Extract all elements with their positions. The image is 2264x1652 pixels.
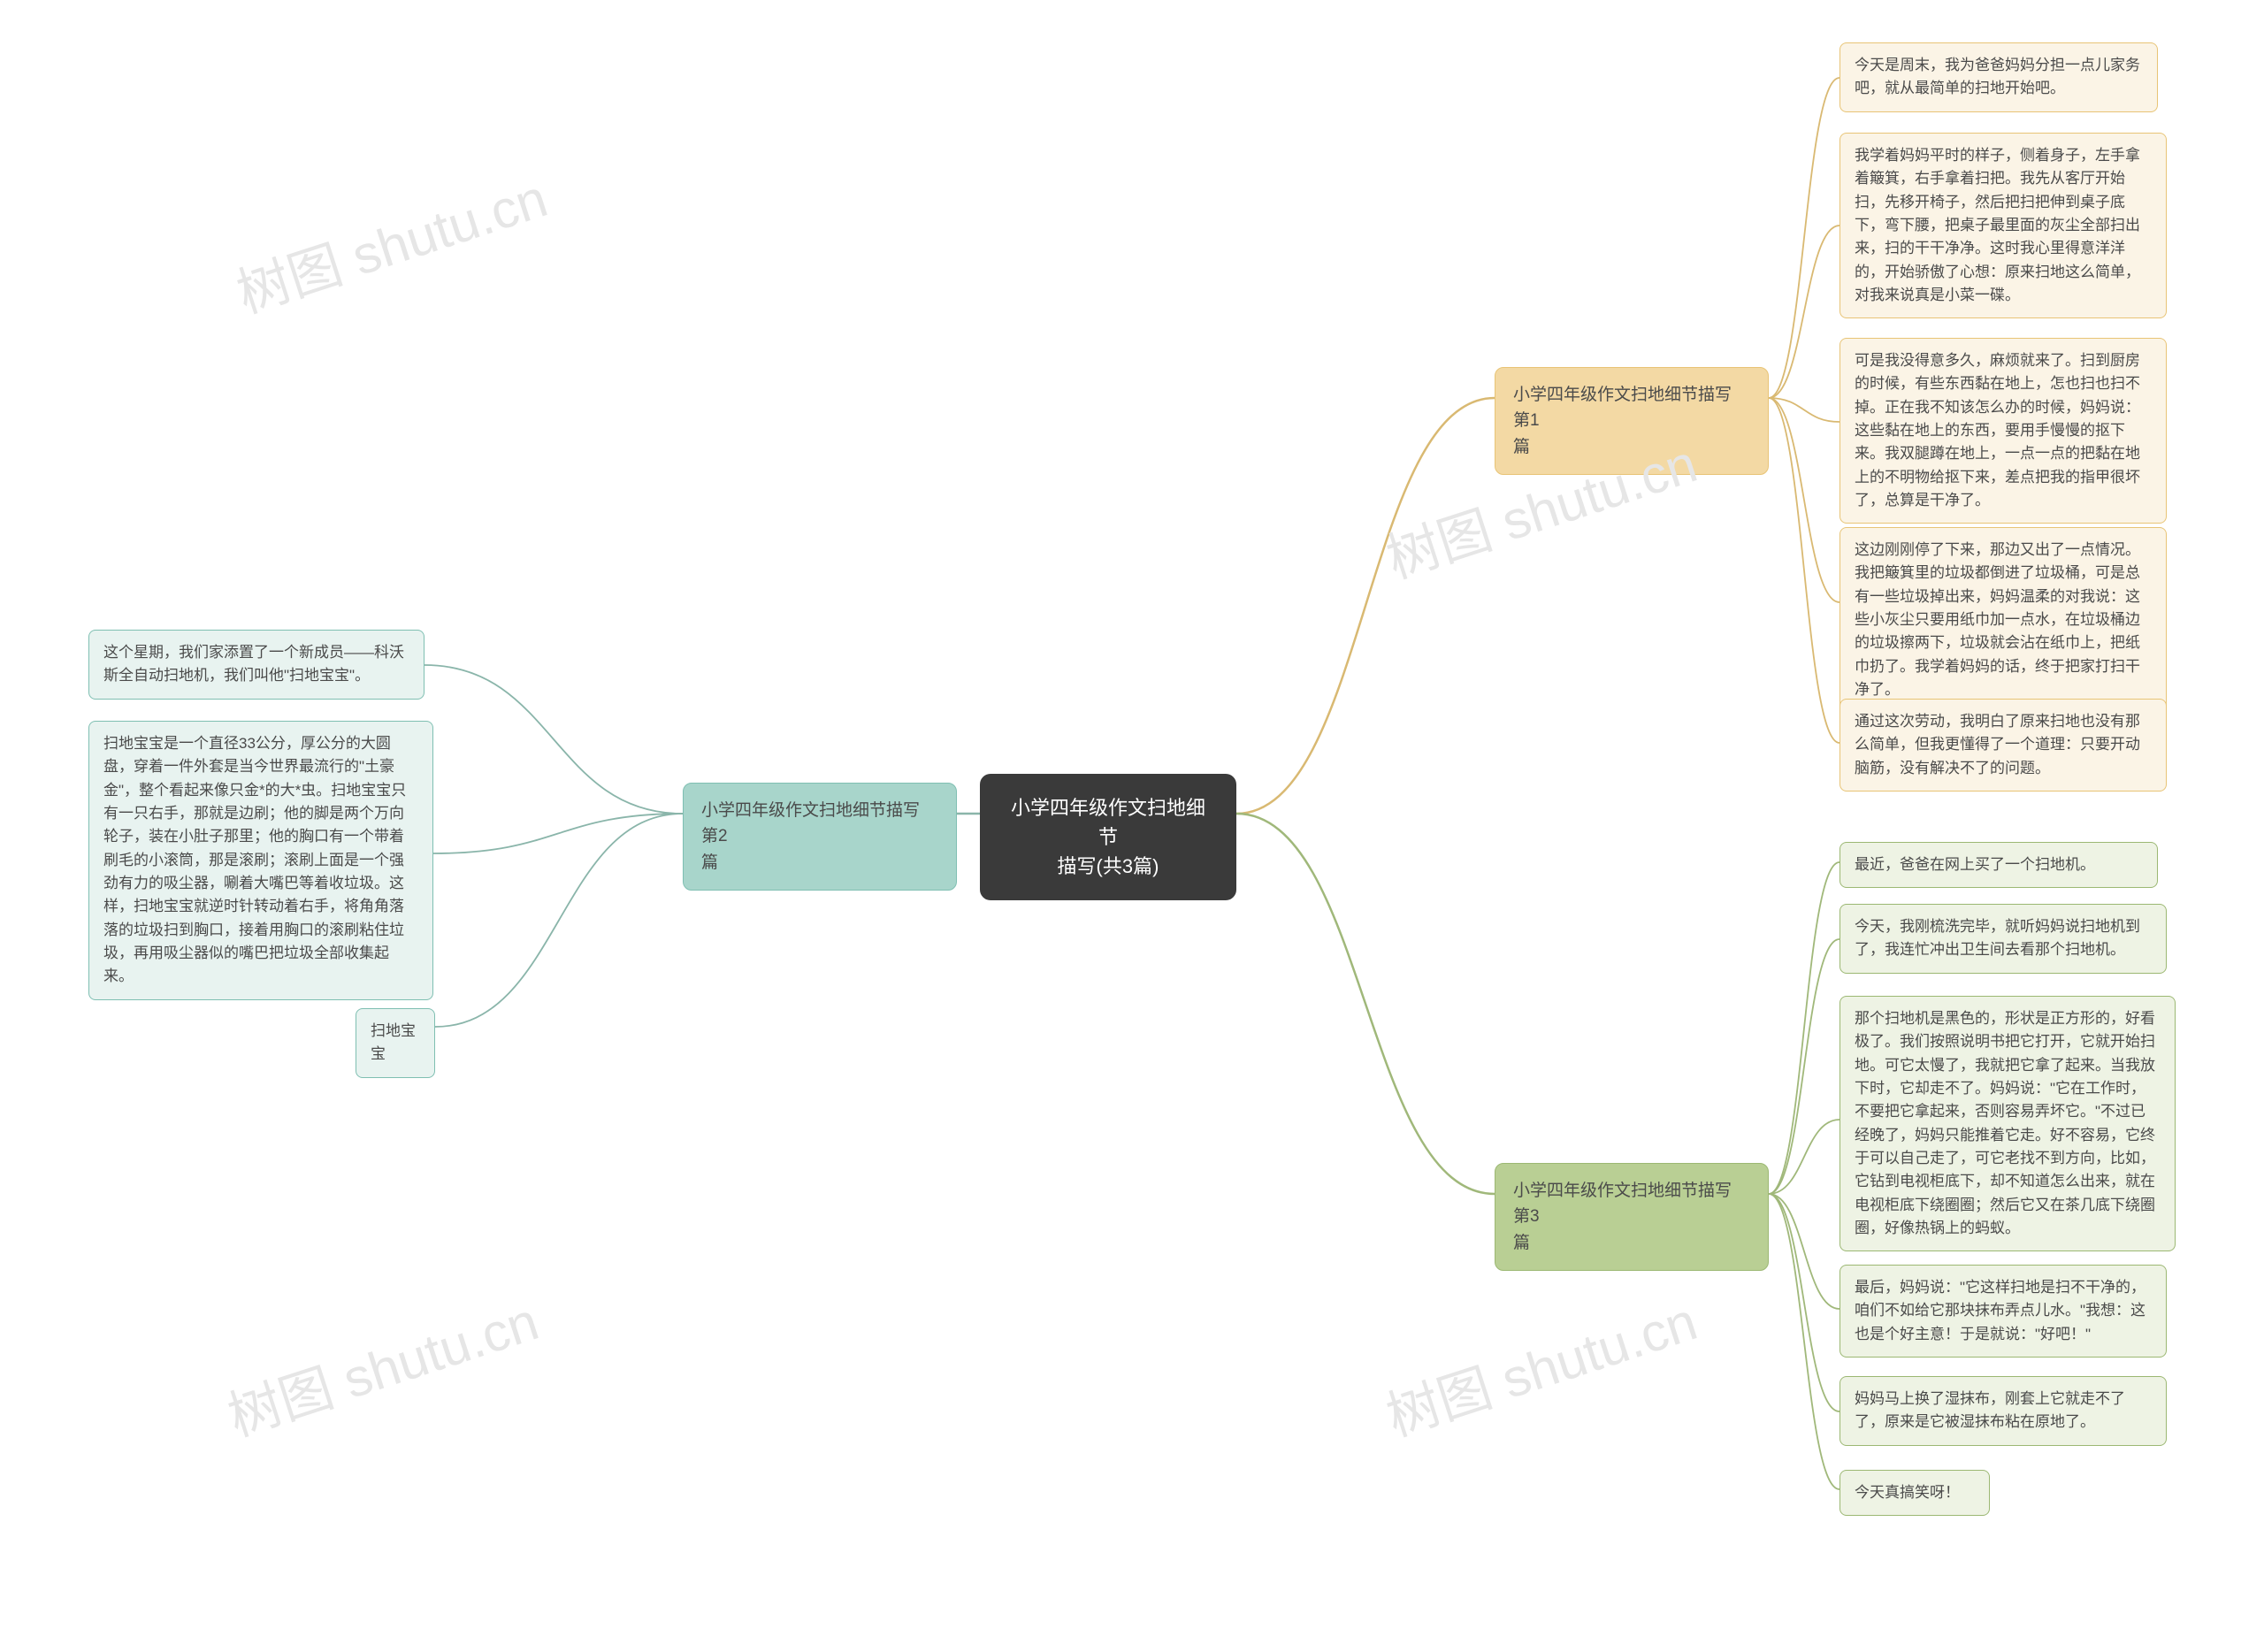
leaf-node-b3-5[interactable]: 今天真搞笑呀！	[1840, 1470, 1990, 1516]
leaf-node-b3-4[interactable]: 妈妈马上换了湿抹布，刚套上它就走不了了，原来是它被湿抹布粘在原地了。	[1840, 1376, 2167, 1446]
leaf-node-b2-1[interactable]: 扫地宝宝是一个直径33公分，厚公分的大圆盘，穿着一件外套是当今世界最流行的"土豪…	[88, 721, 433, 1000]
leaf-node-b3-1[interactable]: 今天，我刚梳洗完毕，就听妈妈说扫地机到了，我连忙冲出卫生间去看那个扫地机。	[1840, 904, 2167, 974]
leaf-node-b1-0[interactable]: 今天是周末，我为爸爸妈妈分担一点儿家务吧，就从最简单的扫地开始吧。	[1840, 42, 2158, 112]
leaf-node-b1-4[interactable]: 通过这次劳动，我明白了原来扫地也没有那么简单，但我更懂得了一个道理：只要开动脑筋…	[1840, 699, 2167, 792]
watermark: 树图 shutu.cn	[1375, 1279, 1705, 1451]
leaf-node-b3-3[interactable]: 最后，妈妈说："它这样扫地是扫不干净的，咱们不如给它那块抹布弄点儿水。"我想：这…	[1840, 1265, 2167, 1358]
watermark: 树图 shutu.cn	[217, 1279, 547, 1451]
branch-node-b3[interactable]: 小学四年级作文扫地细节描写 第3 篇	[1495, 1163, 1769, 1271]
leaf-node-b3-2[interactable]: 那个扫地机是黑色的，形状是正方形的，好看极了。我们按照说明书把它打开，它就开始扫…	[1840, 996, 2176, 1251]
leaf-node-b1-1[interactable]: 我学着妈妈平时的样子，侧着身子，左手拿着簸箕，右手拿着扫把。我先从客厅开始扫，先…	[1840, 133, 2167, 318]
root-node[interactable]: 小学四年级作文扫地细节 描写(共3篇)	[980, 774, 1236, 900]
leaf-node-b2-2[interactable]: 扫地宝宝	[356, 1008, 435, 1078]
watermark: 树图 shutu.cn	[226, 156, 555, 328]
leaf-node-b3-0[interactable]: 最近，爸爸在网上买了一个扫地机。	[1840, 842, 2158, 888]
branch-node-b2[interactable]: 小学四年级作文扫地细节描写 第2 篇	[683, 783, 957, 891]
leaf-node-b1-3[interactable]: 这边刚刚停了下来，那边又出了一点情况。我把簸箕里的垃圾都倒进了垃圾桶，可是总有一…	[1840, 527, 2167, 713]
branch-node-b1[interactable]: 小学四年级作文扫地细节描写 第1 篇	[1495, 367, 1769, 475]
leaf-node-b2-0[interactable]: 这个星期，我们家添置了一个新成员——科沃斯全自动扫地机，我们叫他"扫地宝宝"。	[88, 630, 424, 700]
leaf-node-b1-2[interactable]: 可是我没得意多久，麻烦就来了。扫到厨房的时候，有些东西黏在地上，怎也扫也扫不掉。…	[1840, 338, 2167, 524]
